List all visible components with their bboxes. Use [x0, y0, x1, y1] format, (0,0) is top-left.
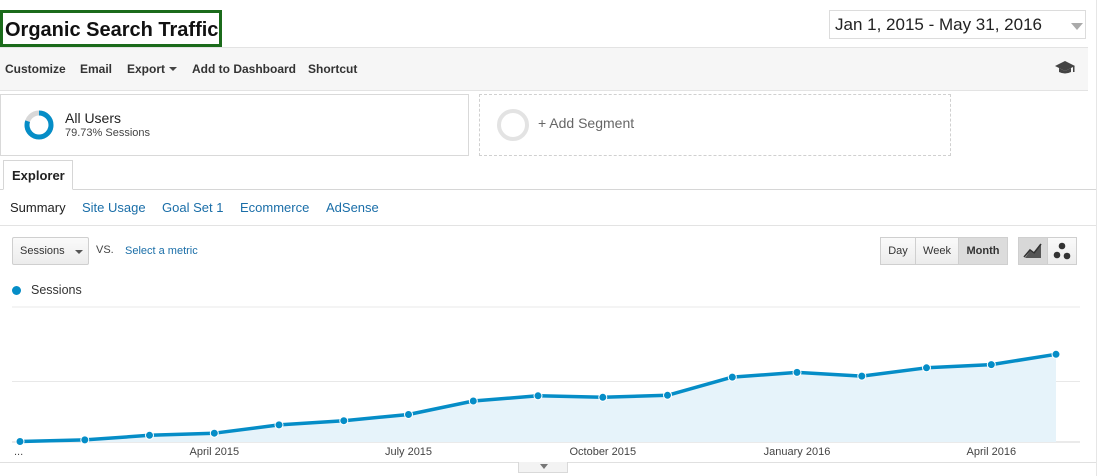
x-tick-label: ...	[14, 446, 24, 458]
sessions-chart	[12, 306, 1080, 446]
page-title: Organic Search Traffic	[5, 19, 219, 41]
subtab-summary[interactable]: Summary	[10, 200, 66, 215]
x-tick-label: April 2016	[966, 446, 1017, 458]
page-right-border	[1096, 0, 1097, 476]
metric-select[interactable]: Sessions	[12, 237, 89, 265]
sessions-point	[468, 396, 478, 406]
sessions-point	[857, 371, 867, 381]
sessions-point	[1051, 349, 1061, 359]
chevron-down-icon	[1071, 23, 1083, 30]
sessions-point	[274, 420, 284, 430]
sessions-point	[145, 430, 154, 440]
period-week-button[interactable]: Week	[915, 237, 959, 265]
segment-name: All Users	[65, 110, 122, 126]
email-button[interactable]: Email	[80, 62, 113, 76]
segment-sessions-share: 79.73% Sessions	[65, 127, 150, 139]
sessions-point	[15, 437, 25, 446]
vs-label: VS.	[96, 244, 114, 256]
report-toolbar: Customize Email Export Add to Dashboard …	[0, 47, 1088, 91]
x-tick-label: April 2015	[189, 446, 240, 458]
motion-chart-icon	[1053, 242, 1071, 260]
tab-explorer-label: Explorer	[12, 168, 65, 183]
sessions-point	[533, 391, 543, 401]
subtab-site-usage[interactable]: Site Usage	[82, 200, 146, 215]
sessions-point	[598, 392, 608, 402]
add-to-dashboard-button[interactable]: Add to Dashboard	[192, 62, 296, 76]
sessions-point	[663, 390, 672, 400]
subtab-adsense[interactable]: AdSense	[326, 200, 379, 215]
legend-sessions-dot	[12, 286, 21, 295]
sessions-point	[727, 372, 737, 382]
sessions-point	[986, 360, 996, 370]
x-tick-label: January 2016	[763, 446, 831, 458]
sessions-point	[792, 367, 802, 377]
chevron-down-icon	[540, 464, 548, 469]
line-chart-view-button[interactable]	[1018, 237, 1048, 265]
segment-all-users[interactable]: All Users 79.73% Sessions	[0, 94, 469, 156]
customize-button[interactable]: Customize	[5, 62, 66, 76]
period-month-button[interactable]: Month	[958, 237, 1008, 265]
period-toggle-group: Day Week Month	[880, 237, 1008, 265]
subtab-ecommerce[interactable]: Ecommerce	[240, 200, 310, 215]
segment-donut-icon	[24, 110, 54, 140]
export-button[interactable]: Export	[127, 62, 178, 76]
subtabs-divider	[0, 225, 1096, 226]
line-chart-icon	[1023, 243, 1042, 258]
date-range-picker[interactable]: Jan 1, 2015 - May 31, 2016	[829, 10, 1086, 39]
x-tick-label: July 2015	[384, 446, 433, 458]
sessions-point	[922, 363, 931, 373]
x-tick-label: October 2015	[569, 446, 637, 458]
subtab-goal-set-1[interactable]: Goal Set 1	[162, 200, 224, 215]
shortcut-button[interactable]: Shortcut	[308, 62, 358, 76]
sessions-point	[209, 428, 219, 438]
sessions-point	[404, 410, 413, 419]
tabs-divider	[0, 189, 1096, 190]
motion-chart-view-button[interactable]	[1047, 237, 1077, 265]
empty-segment-circle-icon	[497, 109, 529, 141]
graduation-cap-icon[interactable]	[1054, 60, 1076, 76]
collapse-chart-button[interactable]	[518, 462, 568, 473]
chevron-down-icon	[169, 67, 178, 71]
tab-explorer[interactable]: Explorer	[3, 160, 73, 190]
select-metric-link[interactable]: Select a metric	[125, 245, 198, 257]
sessions-point	[80, 435, 90, 445]
chevron-down-icon	[75, 250, 83, 254]
date-range-text: Jan 1, 2015 - May 31, 2016	[835, 15, 1042, 34]
add-segment-label: + Add Segment	[538, 115, 635, 131]
report-title-box: Organic Search Traffic	[0, 10, 222, 47]
export-label: Export	[127, 62, 166, 76]
legend-sessions-label: Sessions	[31, 283, 82, 297]
metric-select-value: Sessions	[20, 245, 65, 257]
sessions-point	[339, 416, 349, 426]
add-segment-button[interactable]: + Add Segment	[479, 94, 951, 156]
period-day-button[interactable]: Day	[880, 237, 916, 265]
